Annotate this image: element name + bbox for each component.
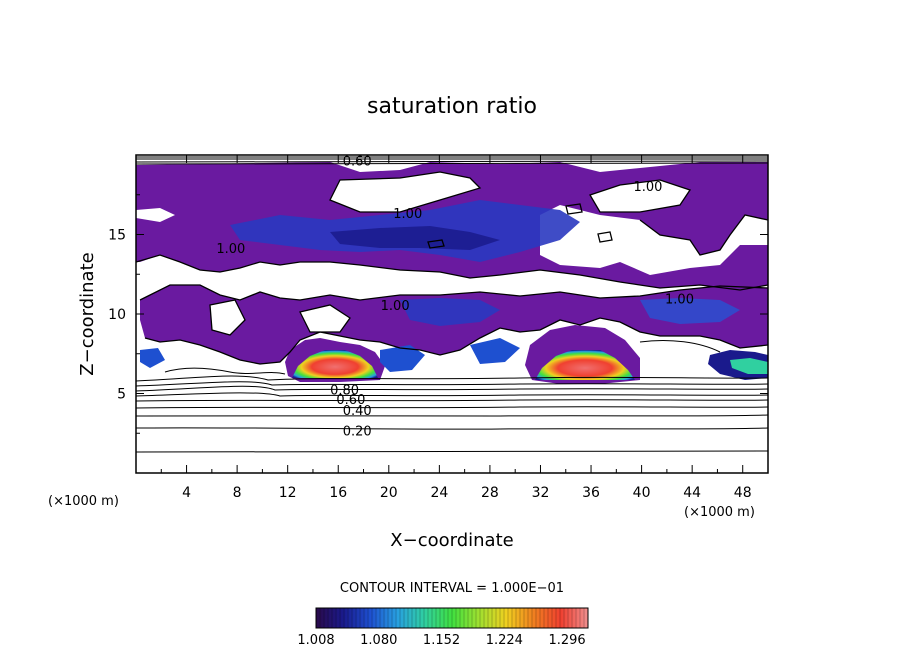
y-tick-label: 10 — [108, 307, 126, 323]
isoline-top-3 — [136, 160, 768, 163]
blue-patch-b — [470, 338, 520, 364]
y-unit-label: (×1000 m) — [48, 494, 119, 509]
isoline-0.80 — [136, 381, 768, 387]
upper-gap-center — [330, 172, 480, 212]
contour-value-label: 1.00 — [381, 299, 410, 314]
sat-contour-small-2 — [565, 203, 583, 215]
x-tick-label: 28 — [481, 485, 499, 501]
right-cloud-core — [535, 350, 635, 380]
upper-gap-left — [136, 208, 175, 222]
colorbar-tick-label: 1.008 — [297, 633, 334, 648]
sat-contour-mid-lower — [144, 317, 768, 365]
saturation-contours — [136, 171, 768, 365]
isoline-0.30 — [136, 414, 768, 417]
mid-gap-b — [300, 305, 350, 332]
contour-value-label: 1.00 — [665, 293, 694, 308]
isoline-0.70 — [136, 385, 768, 392]
contour-value-label: 0.40 — [343, 404, 372, 419]
isoline-top-4 — [136, 162, 768, 165]
colorbar-tick-label: 1.080 — [360, 633, 397, 648]
contour-interval-text: CONTOUR INTERVAL = 1.000E−01 — [340, 581, 564, 596]
blue-patch-a — [380, 345, 425, 372]
x-tick-label: 36 — [582, 485, 600, 501]
x-tick-label: 12 — [279, 485, 297, 501]
contour-value-label: 1.00 — [393, 207, 422, 222]
colorbar-tick-label: 1.296 — [548, 633, 585, 648]
isoline-0.50 — [136, 399, 768, 402]
cloud-cores — [292, 350, 635, 380]
y-axis-label: Z−coordinate — [77, 252, 98, 375]
contour-value-label: 0.20 — [343, 425, 372, 440]
y-tick-label: 5 — [117, 387, 126, 403]
x-tick-label: 16 — [329, 485, 347, 501]
mid-blue-band — [400, 298, 500, 326]
colorbar-tick-label: 1.224 — [486, 633, 523, 648]
colorbar-labels: 1.008 1.080 1.152 1.224 1.296 — [297, 633, 585, 648]
x-tick-label: 40 — [633, 485, 651, 501]
x-tick-label: 4 — [182, 485, 191, 501]
colorbar-stripes — [319, 608, 585, 628]
chart-title: saturation ratio — [367, 94, 537, 119]
sat-contour-right-top — [639, 214, 768, 256]
sat-contour-gap-right — [589, 179, 692, 213]
x-tick-label: 32 — [532, 485, 550, 501]
x-axis-label: X−coordinate — [390, 530, 513, 551]
x-tick-label: 20 — [380, 485, 398, 501]
x-tick-label: 44 — [683, 485, 701, 501]
x-tick-label: 8 — [233, 485, 242, 501]
sat-contour-small-3 — [597, 231, 613, 243]
contour-value-label: 1.00 — [216, 242, 245, 257]
isolines — [136, 156, 768, 453]
sat-contour-upper — [136, 254, 768, 291]
y-axis: 5 10 15 — [108, 194, 768, 434]
contour-value-label: 0.80 — [330, 383, 359, 398]
x-tick-label: 24 — [430, 485, 448, 501]
sat-contour-gap-center — [329, 171, 482, 213]
isoline-0.20 — [136, 427, 768, 430]
sat-contour-gap-b — [299, 304, 351, 333]
upper-gap-right — [590, 180, 690, 212]
isoline-0.60 — [136, 392, 768, 397]
mid-gap-a — [210, 300, 245, 335]
x-unit-label: (×1000 m) — [684, 505, 755, 520]
contour-value-label: 0.60 — [343, 154, 372, 169]
isoline-mid-right — [639, 340, 721, 353]
right-edge-core — [730, 358, 768, 374]
x-tick-label: 48 — [734, 485, 752, 501]
contour-value-label: 0.60 — [336, 393, 365, 408]
contour-value-label: 1.00 — [633, 180, 662, 195]
sat-contour-small-1 — [427, 239, 445, 249]
left-cloud-core — [292, 350, 378, 378]
sat-contour-mid — [139, 284, 768, 301]
humid-regions — [136, 162, 768, 384]
isoline-0.10 — [136, 450, 768, 453]
sat-contour-gap-a — [209, 299, 246, 336]
blue-patch-c — [140, 348, 165, 368]
isoline-0.90 — [136, 375, 768, 382]
isoline-mid-left — [164, 367, 286, 375]
x-axis: 4 8 12 16 20 24 28 32 36 40 44 48 — [160, 155, 752, 501]
y-tick-label: 15 — [108, 228, 126, 244]
upper-blue-dark — [330, 226, 500, 250]
isoline-0.40 — [136, 406, 768, 409]
plot-area: 0.200.400.600.801.001.001.00 1.001.000.60 — [136, 154, 768, 453]
mid-blue-right — [640, 298, 740, 324]
colorbar-tick-label: 1.152 — [423, 633, 460, 648]
contour-labels: 0.200.400.600.801.001.001.00 1.001.000.60 — [216, 154, 694, 440]
